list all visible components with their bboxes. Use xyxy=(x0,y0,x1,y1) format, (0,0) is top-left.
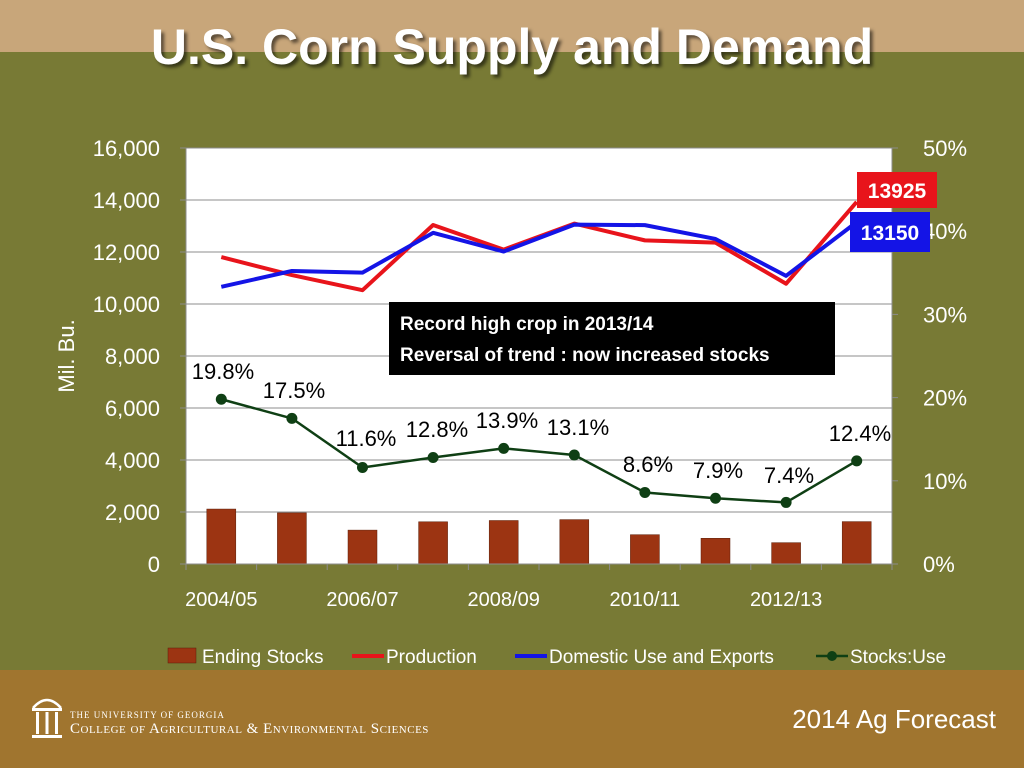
stocks-use-label: 13.9% xyxy=(476,408,538,433)
use-callout-box xyxy=(850,212,930,252)
logo-line-1: THE UNIVERSITY OF GEORGIA xyxy=(70,710,225,720)
production-callout-box xyxy=(857,172,937,208)
y2-tick-label: 10% xyxy=(923,469,967,494)
stocks-use-point xyxy=(215,393,227,405)
ending-stocks-bar xyxy=(347,529,378,565)
legend-label: Ending Stocks xyxy=(202,647,323,668)
slide-title: U.S. Corn Supply and Demand xyxy=(150,19,874,75)
stocks-use-label: 11.6% xyxy=(336,426,397,451)
stocks-use-label: 7.9% xyxy=(693,458,743,483)
y2-tick-label: 0% xyxy=(923,552,955,577)
y2-tick-label: 20% xyxy=(923,386,967,411)
ending-stocks-bar xyxy=(206,508,237,565)
ending-stocks-bars xyxy=(206,508,872,565)
stocks-use-point xyxy=(498,442,510,454)
stocks-use-label: 12.4% xyxy=(829,421,891,446)
footer-forecast: 2014 Ag Forecast xyxy=(792,704,996,734)
stocks-use-point xyxy=(568,449,580,461)
y-tick-label: 0 xyxy=(148,552,160,577)
y-tick-label: 2,000 xyxy=(105,500,160,525)
stocks-use-label: 13.1% xyxy=(547,415,609,440)
right-axis-ticks: 0% 10% 20% 30% 40% 50% xyxy=(892,136,967,577)
annotation-line-1: Record high crop in 2013/14 xyxy=(400,314,654,335)
footer-bar xyxy=(0,670,1024,768)
ending-stocks-bar xyxy=(700,538,731,565)
y2-tick-label: 40% xyxy=(923,219,967,244)
legend-label: Production xyxy=(386,647,477,668)
annotation-line-2: Reversal of trend : now increased stocks xyxy=(400,345,770,366)
y2-tick-label: 50% xyxy=(923,136,967,161)
use-callout: 13150 xyxy=(850,212,930,252)
y-axis-label: Mil. Bu. xyxy=(54,319,79,392)
y-tick-label: 8,000 xyxy=(105,344,160,369)
x-tick-label: 2010/11 xyxy=(609,589,680,611)
ending-stocks-bar xyxy=(418,521,448,565)
logo-line-2: College of Agricultural & Environmental … xyxy=(70,721,429,737)
university-logo: THE UNIVERSITY OF GEORGIA College of Agr… xyxy=(30,694,550,744)
stocks-use-label: 12.8% xyxy=(406,417,468,442)
y2-tick-label: 30% xyxy=(923,302,967,327)
axes: 0 2,000 4,000 6,000 8,000 10,000 12,000 14,000 1… xyxy=(93,136,893,611)
ending-stocks-bar xyxy=(771,542,801,565)
x-tick-label: 2004/05 xyxy=(185,589,257,611)
stocks-use-point xyxy=(710,492,721,504)
legend-marker-stocks-use xyxy=(827,651,837,661)
ending-stocks-bar xyxy=(488,520,519,565)
production-callout: 13925 xyxy=(857,172,937,208)
corn-chart: 0 2,000 4,000 6,000 8,000 10,000 12,000 14,000 1… xyxy=(54,136,967,668)
stocks-use-label: 17.5% xyxy=(263,378,325,403)
use-callout-text: 13150 xyxy=(861,222,919,245)
y-tick-label: 12,000 xyxy=(93,240,160,265)
y-tick-label: 6,000 xyxy=(105,396,160,421)
x-tick-label: 2012/13 xyxy=(750,589,822,611)
legend-label: Stocks:Use xyxy=(850,647,946,668)
ending-stocks-bar xyxy=(841,521,872,565)
production-callout-text: 13925 xyxy=(868,180,927,203)
stocks-use-label: 7.4% xyxy=(764,463,814,488)
legend: Ending Stocks Production Domestic Use and … xyxy=(167,647,946,668)
ending-stocks-bar xyxy=(559,519,590,565)
ending-stocks-bar xyxy=(277,512,307,565)
stocks-use-point xyxy=(780,496,792,508)
gridlines xyxy=(186,147,892,513)
stocks-use-point xyxy=(639,486,651,498)
x-tick-label: 2008/09 xyxy=(468,589,540,611)
stocks-use-line xyxy=(220,398,858,504)
y-tick-label: 16,000 xyxy=(93,136,160,161)
stocks-use-point xyxy=(357,461,368,473)
stocks-use-label: 8.6% xyxy=(623,452,673,477)
y-tick-label: 4,000 xyxy=(105,448,160,473)
data-labels: 19.8% 17.5% 11.6% 12.8% 13.9% 13.1% 8.6% 7.9% 7.… xyxy=(192,359,891,488)
domestic-use-exports-line xyxy=(220,220,858,289)
legend-swatch-ending-stocks xyxy=(167,647,197,664)
stocks-use-point xyxy=(427,452,439,464)
y-tick-label: 14,000 xyxy=(93,188,160,213)
stocks-use-point xyxy=(286,412,298,424)
x-tick-label: 2006/07 xyxy=(326,589,398,611)
annotation-box: Record high crop in 2013/14 Reversal of … xyxy=(389,302,835,375)
stocks-use-label: 19.8% xyxy=(192,359,254,384)
y-tick-label: 10,000 xyxy=(93,292,160,317)
stocks-use-point xyxy=(851,455,863,467)
legend-label: Domestic Use and Exports xyxy=(549,647,774,668)
top-strip xyxy=(0,0,1024,52)
arch-columns-icon xyxy=(32,698,62,738)
ending-stocks-bar xyxy=(630,534,660,565)
stocks-use-points xyxy=(215,393,863,508)
series-lines xyxy=(220,200,859,504)
